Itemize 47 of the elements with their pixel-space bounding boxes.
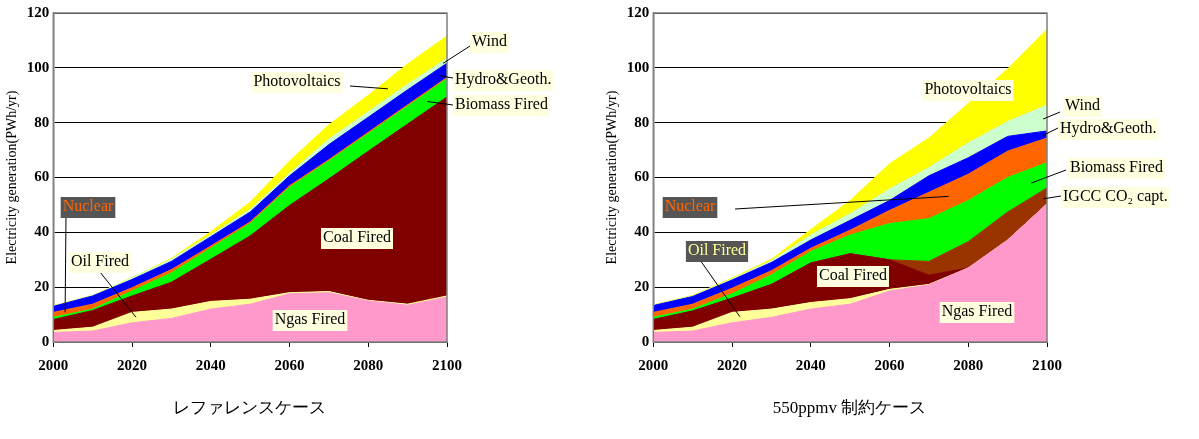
y-tick-label: 60 — [634, 168, 650, 185]
y-tick-label: 100 — [26, 58, 50, 75]
x-tick-label: 2080 — [953, 356, 984, 373]
text: レファレンスケース — [172, 397, 327, 419]
x-tick-label: 2060 — [874, 356, 905, 373]
y-axis-title: Electricity generation(PWh/yr) — [4, 90, 21, 265]
x-tick-label: 2020 — [717, 356, 748, 373]
series-label: IGCC CO₂ capt. — [1063, 187, 1168, 206]
x-tick-label: 2040 — [795, 356, 826, 373]
text: Nuclear — [62, 197, 114, 215]
y-tick-label: 80 — [634, 113, 650, 130]
x-tick-label: 2100 — [432, 356, 462, 373]
y-tick-label: 120 — [26, 3, 50, 20]
y-tick-label: 100 — [626, 58, 650, 75]
series-label: Ngas Fired — [941, 302, 1013, 321]
series-label: Coal Fired — [819, 266, 887, 284]
x-tick-label: 2020 — [117, 356, 148, 373]
text: Nuclear — [664, 197, 716, 215]
series-label: Photovoltaics — [253, 72, 341, 90]
x-tick-label: 2100 — [1032, 356, 1062, 373]
x-tick-label: 2080 — [353, 356, 384, 373]
text: Oil Fired — [70, 252, 130, 270]
series-label: Ngas Fired — [274, 310, 346, 329]
text: Oil Fired — [687, 241, 747, 259]
x-tick-label: 2060 — [274, 356, 305, 373]
series-label: Coal Fired — [323, 228, 391, 246]
x-tick-label: 2000 — [638, 356, 669, 373]
series-label: Hydro&Geoth. — [1060, 119, 1157, 138]
series-label: Hydro&Geoth. — [455, 70, 552, 89]
text: 550ppmv 制約ケース — [771, 397, 928, 419]
x-tick-label: 2000 — [38, 356, 69, 373]
series-label: Biomass Fired — [1070, 158, 1163, 176]
y-axis-title: Electricity generation(PWh/yr) — [604, 90, 621, 265]
series-label: Biomass Fired — [455, 95, 548, 113]
y-tick-label: 120 — [626, 3, 650, 20]
y-tick-label: 40 — [634, 223, 650, 240]
series-label: Wind — [472, 32, 507, 50]
x-tick-label: 2040 — [195, 356, 226, 373]
y-tick-label: 60 — [34, 168, 50, 185]
y-tick-label: 0 — [641, 332, 650, 349]
y-tick-label: 20 — [34, 278, 50, 295]
series-label: Wind — [1065, 96, 1100, 114]
y-tick-label: 0 — [41, 332, 50, 349]
y-tick-label: 80 — [34, 113, 50, 130]
y-tick-label: 20 — [634, 278, 650, 295]
y-tick-label: 40 — [34, 223, 50, 240]
series-label: Photovoltaics — [924, 80, 1012, 98]
